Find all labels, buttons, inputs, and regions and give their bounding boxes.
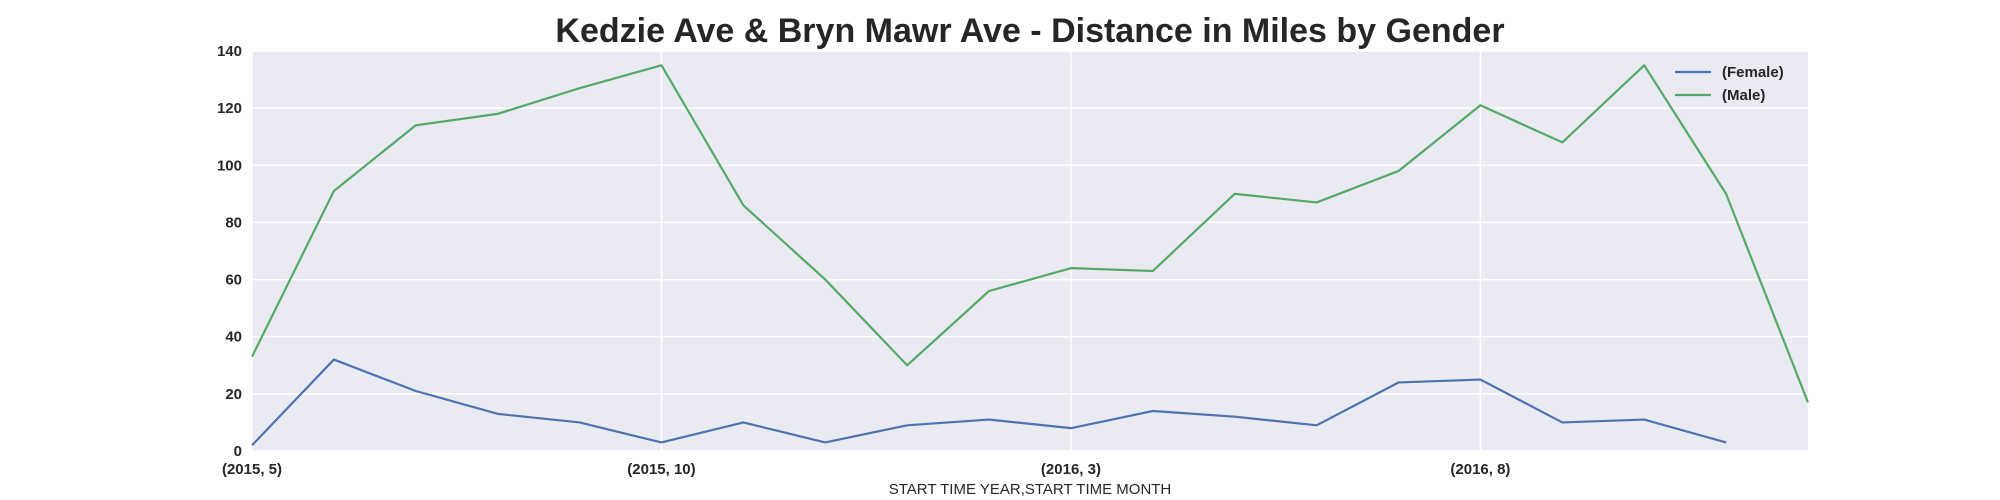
legend-label: (Male) [1722, 87, 1765, 104]
y-tick-label: 100 [217, 157, 242, 174]
legend: (Female) (Male) [1675, 64, 1784, 104]
y-tick-label: 140 [217, 43, 242, 60]
x-axis-ticks: (2015, 5) (2015, 10) (2016, 3) (2016, 8) [222, 461, 1510, 478]
y-tick-label: 20 [225, 386, 242, 403]
legend-label: (Female) [1722, 64, 1784, 81]
series-line-female [251, 358, 1727, 447]
y-tick-label: 80 [225, 214, 242, 231]
y-tick-label: 40 [225, 329, 242, 346]
x-tick-label: (2015, 5) [222, 461, 282, 478]
y-tick-label: 0 [234, 443, 242, 460]
y-tick-label: 60 [225, 272, 242, 289]
series-line-male [251, 64, 1810, 403]
x-tick-label: (2015, 10) [627, 461, 695, 478]
series-lines [251, 64, 1810, 447]
x-axis-label: START TIME YEAR,START TIME MONTH [889, 481, 1172, 498]
x-tick-label: (2016, 8) [1450, 461, 1510, 478]
chart-title: Kedzie Ave & Bryn Mawr Ave - Distance in… [555, 12, 1504, 50]
y-axis-ticks: 0 20 40 60 80 100 120 140 [217, 43, 242, 460]
grid-lines [251, 50, 1808, 452]
plot-area [252, 51, 1808, 451]
x-tick-label: (2016, 3) [1041, 461, 1101, 478]
y-tick-label: 120 [217, 100, 242, 117]
